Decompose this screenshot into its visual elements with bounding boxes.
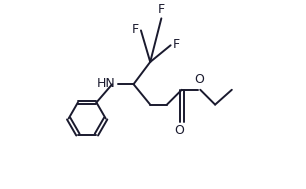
Text: O: O [174,124,184,137]
Text: O: O [194,74,204,86]
Text: F: F [173,38,180,51]
Text: F: F [158,3,165,16]
Text: F: F [132,23,139,36]
Text: HN: HN [97,77,116,90]
